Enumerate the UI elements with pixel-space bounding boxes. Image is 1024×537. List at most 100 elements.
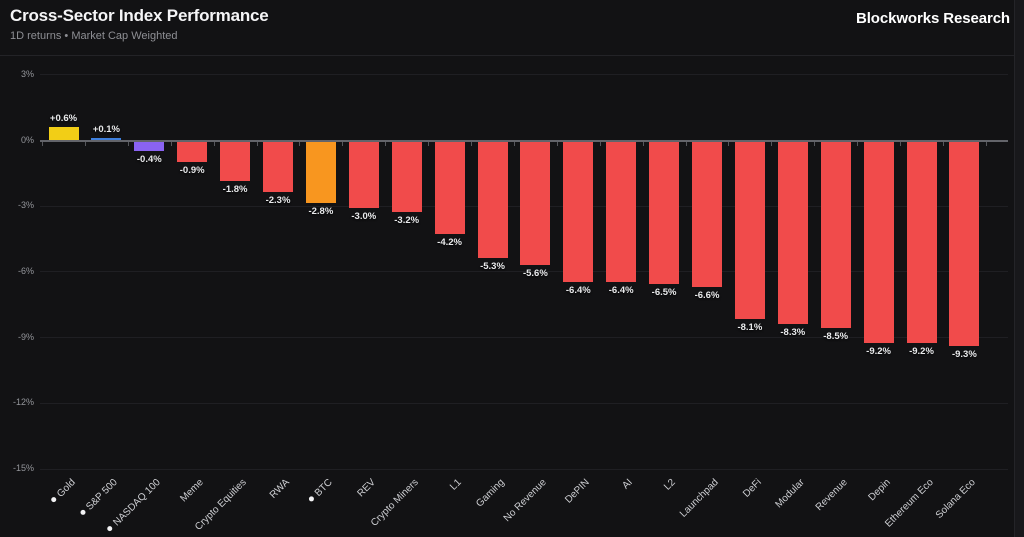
axis-tick: [170, 142, 172, 146]
bar-solana-eco[interactable]: [949, 142, 980, 346]
axis-tick: [385, 142, 387, 146]
y-axis-label: -12%: [12, 397, 34, 408]
bar-no-revenue[interactable]: [520, 142, 551, 265]
gridline: [40, 271, 1008, 273]
bar-btc[interactable]: [305, 142, 336, 204]
bar-value-label: -0.9%: [179, 164, 205, 176]
bar-defi[interactable]: [734, 142, 765, 320]
axis-tick: [728, 142, 730, 146]
x-axis-label-text: Gaming: [473, 477, 507, 510]
bar-l1[interactable]: [434, 142, 465, 234]
x-axis-label-text: Depin: [866, 477, 893, 504]
y-axis-label: -3%: [17, 200, 34, 211]
bar-launchpad[interactable]: [692, 142, 722, 287]
y-axis-label: -15%: [12, 463, 34, 473]
bar-nasdaq-100[interactable]: [134, 142, 165, 151]
axis-tick: [985, 142, 987, 146]
bar-value-label: -9.3%: [951, 348, 977, 360]
page-subtitle: 1D returns • Market Cap Weighted: [10, 30, 178, 42]
page-title: Cross-Sector Index Performance: [10, 6, 269, 25]
bar-crypto-miners[interactable]: [391, 142, 422, 213]
bar-value-label: -3.2%: [394, 215, 420, 227]
x-axis-label-text: AI: [620, 477, 635, 492]
x-axis-label-text: DeFi: [740, 477, 764, 500]
x-axis-label-text: Solana Eco: [934, 477, 979, 521]
bar-ai[interactable]: [606, 142, 637, 283]
bar-value-label: -0.4%: [136, 153, 162, 165]
x-axis-label-text: S&P 500: [84, 477, 121, 513]
header: Cross-Sector Index Performance 1D return…: [0, 0, 1024, 56]
bar-value-label: -1.8%: [222, 184, 248, 196]
index-bullet-icon: [307, 495, 315, 503]
bar-rwa[interactable]: [263, 142, 293, 193]
x-axis-label-text: DePIN: [563, 477, 593, 506]
bar-revenue[interactable]: [820, 142, 851, 329]
bar-rev[interactable]: [348, 142, 379, 208]
bar-value-label: -8.5%: [823, 331, 849, 343]
x-axis-label-text: Modular: [773, 477, 807, 511]
bar-l2[interactable]: [649, 142, 680, 285]
axis-tick: [642, 142, 644, 146]
x-axis-label-text: REV: [355, 477, 378, 500]
axis-tick: [299, 142, 301, 146]
y-axis-label: -6%: [17, 265, 34, 276]
x-axis-label-text: Revenue: [813, 477, 850, 514]
axis-tick: [42, 142, 44, 146]
axis-tick: [942, 142, 944, 146]
x-axis-label-text: Meme: [178, 477, 206, 505]
bar-value-label: -8.3%: [780, 326, 806, 338]
bar-value-label: -2.3%: [265, 195, 291, 207]
brand-logo: Blockworks Research: [855, 10, 1010, 27]
axis-tick: [342, 142, 344, 146]
bar-depin[interactable]: [563, 142, 594, 283]
index-bullet-icon: [79, 509, 87, 517]
gridline: [40, 74, 1008, 76]
axis-tick: [127, 142, 129, 146]
axis-tick: [599, 142, 601, 146]
axis-tick: [213, 142, 215, 146]
x-axis-label-text: L2: [662, 477, 678, 493]
axis-line: [40, 140, 1008, 142]
axis-tick: [556, 142, 558, 146]
index-bullet-icon: [106, 524, 114, 532]
bar-modular[interactable]: [777, 142, 808, 324]
bar-gaming[interactable]: [477, 142, 508, 259]
axis-tick: [428, 142, 430, 146]
bar-value-label: -2.8%: [308, 206, 334, 218]
bar-value-label: -9.2%: [909, 346, 934, 358]
bar-meme[interactable]: [177, 142, 208, 162]
bar-value-label: -4.2%: [437, 236, 462, 248]
gridline: [40, 402, 1008, 404]
axis-tick: [857, 142, 859, 146]
bar-value-label: -5.6%: [522, 267, 548, 279]
bar-ethereum-eco[interactable]: [906, 142, 937, 344]
bar-value-label: -6.4%: [565, 285, 591, 297]
bar-crypto-equities[interactable]: [220, 142, 251, 182]
bar-value-label: -5.3%: [480, 261, 505, 273]
index-bullet-icon: [49, 496, 57, 504]
bar-value-label: -8.1%: [737, 322, 763, 334]
axis-tick: [84, 142, 86, 146]
gridline: [40, 337, 1008, 339]
title-block: Cross-Sector Index Performance 1D return…: [0, 0, 269, 43]
x-axis-label-text: Gold: [54, 477, 78, 500]
axis-tick: [771, 142, 773, 146]
right-edge-panel: [1014, 0, 1024, 537]
bar-value-label: -3.0%: [351, 210, 377, 222]
y-axis-label: 3%: [20, 68, 34, 79]
bar-s-p-500[interactable]: [91, 137, 122, 140]
axis-tick: [256, 142, 258, 146]
axis-tick: [513, 142, 515, 146]
bar-value-label: -9.2%: [866, 346, 891, 358]
axis-tick: [685, 142, 687, 146]
bar-value-label: -6.4%: [608, 285, 634, 297]
bar-gold[interactable]: [48, 126, 79, 140]
x-axis-label-text: L1: [447, 477, 464, 493]
x-axis-label-text: RWA: [267, 477, 292, 501]
bar-value-label: -6.6%: [694, 289, 720, 301]
axis-tick: [471, 142, 473, 146]
bar-depin[interactable]: [863, 142, 894, 344]
axis-tick: [814, 142, 816, 146]
